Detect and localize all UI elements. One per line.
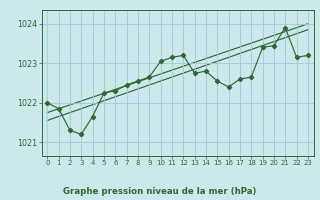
Text: Graphe pression niveau de la mer (hPa): Graphe pression niveau de la mer (hPa) [63, 188, 257, 196]
